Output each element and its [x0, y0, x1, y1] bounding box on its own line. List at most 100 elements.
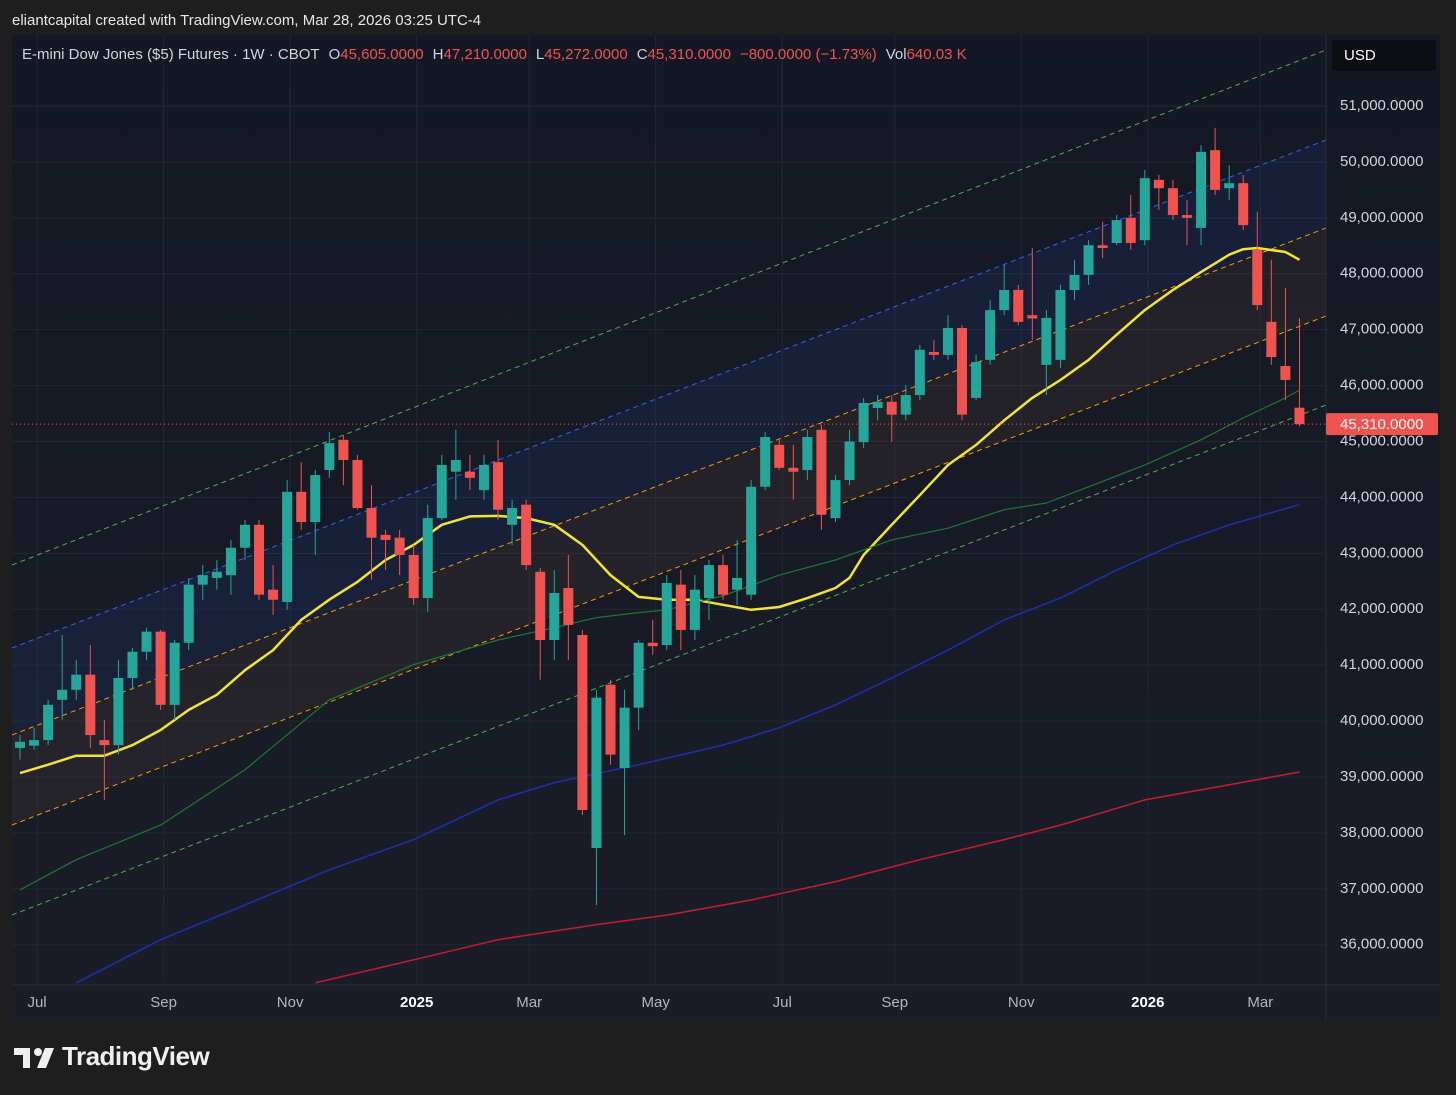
- open-key: O: [328, 46, 341, 63]
- candle-body: [647, 642, 658, 647]
- candle-body: [225, 547, 236, 576]
- y-tick-label: 40,000.0000: [1340, 712, 1423, 729]
- candle-body: [1083, 245, 1094, 275]
- x-tick-label: Jul: [773, 994, 792, 1011]
- candle-body: [169, 642, 180, 705]
- candle-body: [1238, 183, 1249, 226]
- candle-body: [141, 631, 152, 652]
- candle-body: [774, 444, 785, 468]
- candle-body: [886, 401, 897, 415]
- candle-body: [872, 401, 883, 408]
- candle-body: [478, 464, 489, 491]
- candle-body: [436, 464, 447, 519]
- y-tick-label: 47,000.0000: [1340, 321, 1423, 338]
- candle-body: [254, 524, 265, 595]
- candle-body: [605, 684, 616, 755]
- candle-body: [197, 575, 208, 585]
- y-tick-label: 42,000.0000: [1340, 600, 1423, 617]
- y-tick-label: 48,000.0000: [1340, 265, 1423, 282]
- logo-shape: [34, 1048, 42, 1056]
- candle-body: [493, 462, 504, 510]
- candle-body: [1181, 215, 1192, 218]
- candle-body: [29, 740, 40, 746]
- candle-body: [310, 475, 321, 523]
- low-key: L: [535, 46, 545, 63]
- candle-body: [900, 395, 911, 415]
- y-tick-label: 38,000.0000: [1340, 824, 1423, 841]
- candle-body: [844, 441, 855, 481]
- candle-body: [450, 459, 461, 472]
- y-tick-label: 41,000.0000: [1340, 656, 1423, 673]
- candle-body: [1224, 183, 1235, 189]
- candle-body: [703, 565, 714, 599]
- candle-body: [1027, 315, 1038, 319]
- candle-body: [591, 697, 602, 849]
- candle-body: [296, 491, 307, 523]
- channel-fill-upper: [12, 140, 1326, 735]
- candle-body: [633, 642, 644, 708]
- channel-line: [12, 404, 1326, 916]
- candle-body: [183, 584, 194, 643]
- candle-body: [858, 402, 869, 443]
- candle-body: [15, 741, 25, 748]
- candle-body: [985, 310, 996, 360]
- symbol: E-mini Dow Jones ($5) Futures · 1W · CBO…: [22, 46, 320, 63]
- volume-key: Vol: [885, 46, 907, 63]
- change-value: −800.0000 (−1.73%): [739, 46, 877, 63]
- candle-body: [1041, 317, 1052, 365]
- y-tick-label: 46,000.0000: [1340, 377, 1423, 394]
- y-tick-label: 43,000.0000: [1340, 544, 1423, 561]
- y-tick-label: 39,000.0000: [1340, 768, 1423, 785]
- candle-body: [338, 439, 349, 460]
- candle-body: [324, 443, 335, 471]
- candle-body: [802, 437, 813, 471]
- moving-average-line: [315, 771, 1300, 984]
- candle-body: [127, 651, 138, 679]
- candle-body: [211, 571, 222, 578]
- candle-body: [957, 327, 968, 415]
- candle-body: [577, 634, 588, 810]
- low-value: 45,272.0000: [544, 46, 628, 63]
- last-price-label: 45,310.0000: [1340, 416, 1423, 433]
- candle-body: [760, 437, 771, 487]
- candle-body: [1266, 321, 1277, 358]
- high-value: 47,210.0000: [443, 46, 527, 63]
- candle-body: [1013, 289, 1024, 322]
- ohlc-header: E-mini Dow Jones ($5) Futures · 1W · CBO…: [22, 46, 976, 63]
- logo-icon: [14, 1048, 54, 1068]
- candle-body: [464, 471, 475, 478]
- candle-body: [971, 362, 982, 398]
- candle-body: [366, 508, 377, 538]
- close-value: 45,310.0000: [647, 46, 731, 63]
- candle-body: [113, 678, 124, 746]
- y-tick-label: 44,000.0000: [1340, 488, 1423, 505]
- channel-fill-middle: [12, 228, 1326, 825]
- y-tick-label: 51,000.0000: [1340, 97, 1423, 114]
- logo-shape: [37, 1048, 54, 1068]
- currency-button[interactable]: USD: [1332, 40, 1436, 71]
- candle-body: [914, 349, 925, 396]
- chart: 36,000.0000 37,000.0000 38,000.0000 39,000.…: [12, 35, 1440, 1020]
- candle-body: [57, 689, 68, 700]
- candle-body: [1153, 179, 1164, 189]
- moving-average-line: [75, 503, 1300, 984]
- candle-body: [282, 491, 293, 602]
- x-tick-label: 2026: [1131, 994, 1164, 1011]
- candle-body: [43, 704, 54, 741]
- x-tick-label: Sep: [881, 994, 908, 1011]
- x-tick-label: Mar: [1247, 994, 1273, 1011]
- candle-body: [394, 537, 405, 556]
- close-key: C: [636, 46, 648, 63]
- attribution: eliantcapital created with TradingView.c…: [12, 12, 482, 29]
- y-tick-label: 37,000.0000: [1340, 880, 1423, 897]
- channel: [12, 49, 1326, 984]
- high-key: H: [432, 46, 444, 63]
- candle-body: [1069, 274, 1080, 290]
- candle-body: [380, 534, 391, 540]
- candle-body: [549, 593, 560, 641]
- candle-body: [746, 486, 757, 595]
- candle-body: [155, 631, 166, 705]
- x-tick-label: Nov: [277, 994, 304, 1011]
- candle-body: [675, 584, 686, 630]
- candle-body: [1196, 151, 1207, 228]
